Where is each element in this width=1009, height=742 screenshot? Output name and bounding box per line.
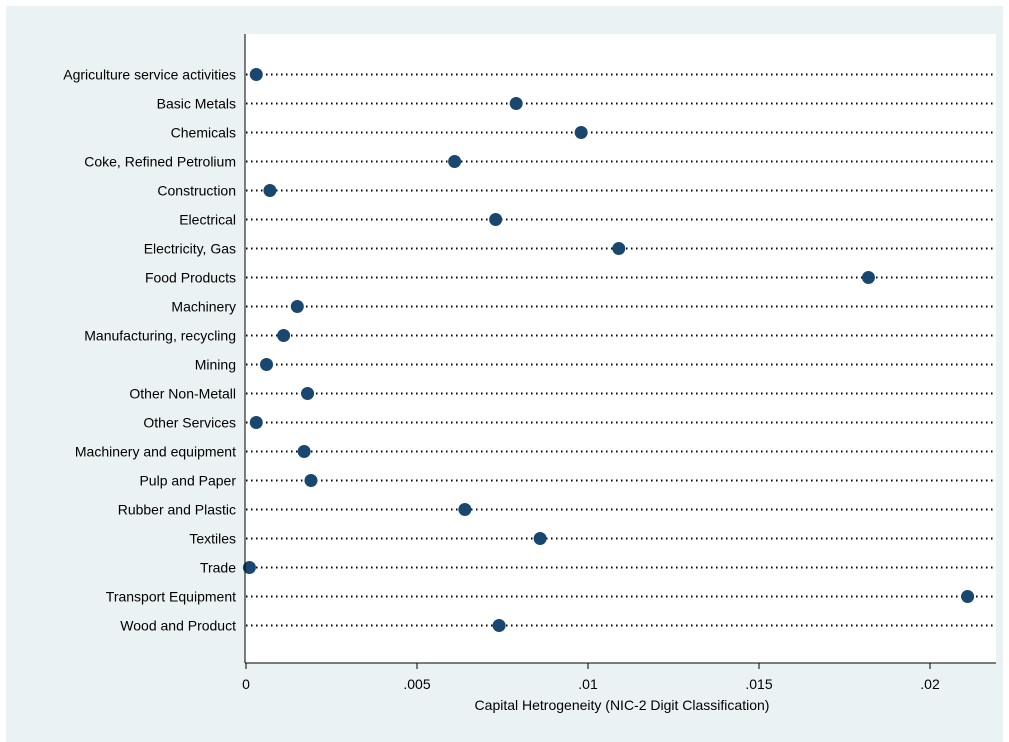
markers-group: [242, 68, 975, 632]
data-point: [260, 358, 274, 371]
category-label: Coke, Refined Petrolium: [84, 154, 236, 170]
category-labels-group: Agriculture service activities Basic Meta…: [63, 67, 236, 634]
data-point: [297, 445, 311, 458]
category-label: Trade: [200, 560, 236, 576]
data-point: [574, 126, 588, 139]
category-label: Food Products: [145, 270, 236, 286]
data-point: [301, 387, 315, 400]
plot-area: [245, 34, 996, 663]
category-label: Electrical: [179, 212, 236, 228]
category-label: Electricity, Gas: [144, 241, 236, 257]
data-point: [249, 68, 263, 81]
data-point: [492, 619, 506, 632]
category-label: Agriculture service activities: [63, 67, 236, 83]
x-axis-title: Capital Hetrogeneity (NIC-2 Digit Classi…: [475, 697, 770, 713]
dotted-lines-group: [246, 73, 996, 627]
data-point: [533, 532, 547, 545]
x-tick-label: .005: [403, 676, 430, 692]
data-point: [277, 329, 291, 342]
data-point: [263, 184, 277, 197]
data-point: [290, 300, 304, 313]
category-label: Construction: [157, 183, 236, 199]
data-point: [961, 590, 975, 603]
category-label: Mining: [195, 357, 236, 373]
category-label: Chemicals: [171, 125, 236, 141]
x-tick-label: .01: [578, 676, 598, 692]
data-point: [242, 561, 256, 574]
data-point: [249, 416, 263, 429]
category-label: Textiles: [189, 531, 236, 547]
category-label: Machinery: [171, 299, 236, 315]
x-ticks-group: 0 .005 .01 .015 .02: [242, 663, 940, 692]
x-tick-label: 0: [242, 676, 250, 692]
data-point: [448, 155, 462, 168]
category-label: Machinery and equipment: [75, 444, 236, 460]
data-point: [509, 97, 523, 110]
category-label: Other Services: [143, 415, 236, 431]
category-label: Transport Equipment: [106, 589, 236, 605]
data-point: [458, 503, 472, 516]
category-label: Wood and Product: [120, 618, 236, 634]
data-point: [861, 271, 875, 284]
x-tick-label: .02: [920, 676, 940, 692]
data-point: [304, 474, 318, 487]
category-label: Other Non-Metall: [129, 386, 236, 402]
category-label: Pulp and Paper: [139, 473, 236, 489]
x-tick-label: .015: [745, 676, 772, 692]
data-point: [612, 242, 626, 255]
data-point: [489, 213, 503, 226]
category-label: Basic Metals: [157, 96, 236, 112]
category-label: Manufacturing, recycling: [84, 328, 236, 344]
category-label: Rubber and Plastic: [118, 502, 236, 518]
